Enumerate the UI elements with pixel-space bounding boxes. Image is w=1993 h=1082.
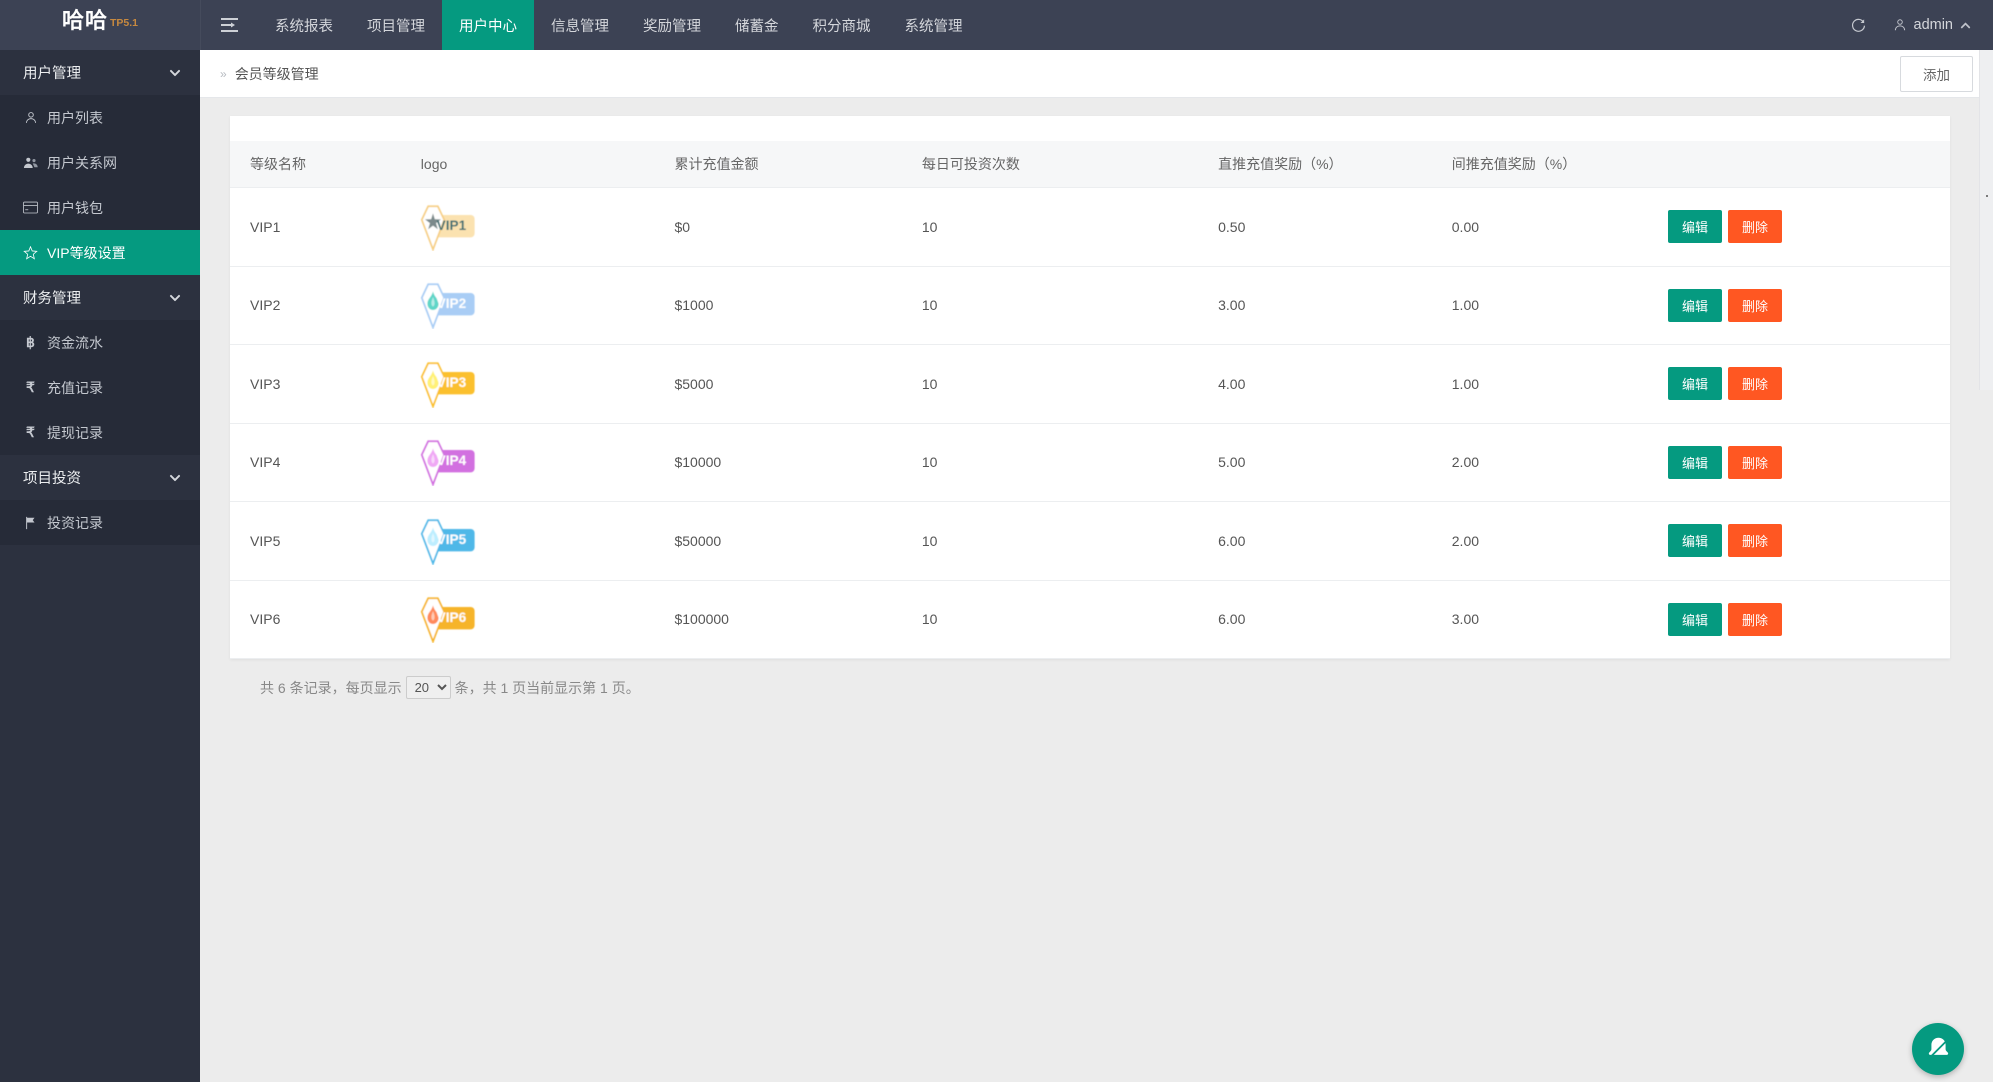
- svg-text:VIP5: VIP5: [436, 532, 466, 547]
- svg-text:VIP6: VIP6: [436, 610, 466, 625]
- svg-text:VIP4: VIP4: [436, 453, 466, 468]
- svg-text:VIP2: VIP2: [436, 296, 466, 311]
- svg-text:VIP1: VIP1: [436, 218, 466, 233]
- svg-text:VIP3: VIP3: [436, 375, 466, 390]
